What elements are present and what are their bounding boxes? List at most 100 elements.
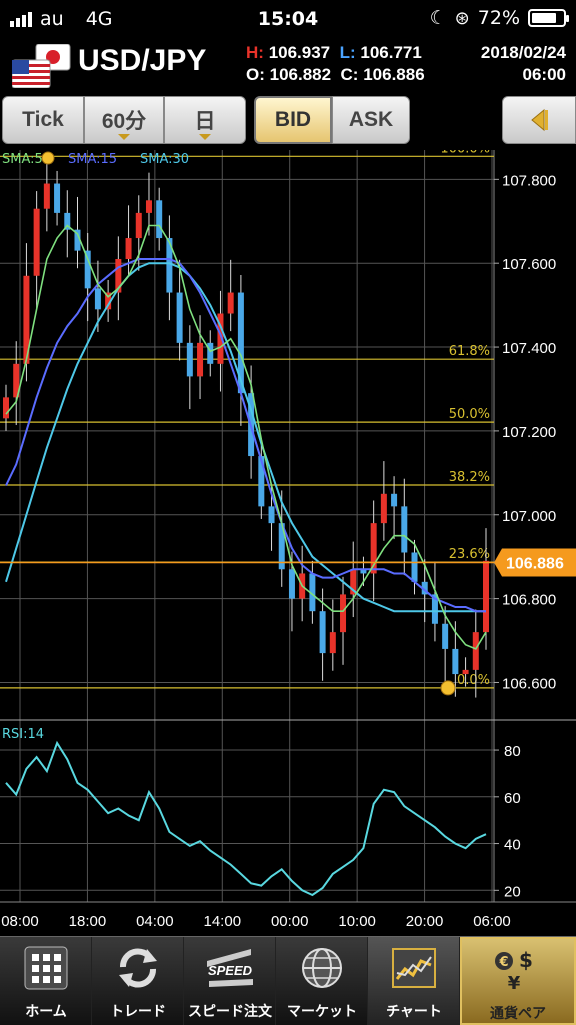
candle-body — [340, 594, 347, 633]
svg-text:$: $ — [519, 948, 533, 972]
interval-label: 60分 — [101, 110, 147, 133]
high-key: H: — [246, 43, 264, 62]
currency-pair-title: USD/JPY — [78, 44, 207, 77]
nav-currency-pair[interactable]: € $ ¥ 通貨ペア — [460, 937, 576, 1025]
close-key: C: — [340, 65, 359, 84]
candle-body — [237, 292, 244, 394]
panel-toggle-button[interactable] — [502, 96, 576, 144]
collapse-arrow-icon — [531, 108, 548, 132]
candle-body — [421, 581, 428, 595]
candle-body — [483, 560, 489, 633]
quote-clock: 06:00 — [522, 65, 566, 84]
svg-text:¥: ¥ — [508, 973, 521, 993]
chart-icon — [392, 948, 436, 988]
x-tick-label: 10:00 — [338, 913, 376, 930]
candle-body — [472, 632, 479, 670]
tick-button[interactable]: Tick — [2, 96, 84, 144]
x-tick-label: 04:00 — [136, 913, 174, 930]
candle-body — [64, 212, 71, 230]
chart-grid — [0, 150, 576, 903]
candle-body — [217, 313, 224, 364]
candle-body — [33, 208, 40, 276]
candle-body — [23, 275, 30, 364]
nav-market-label: マーケット — [287, 1004, 357, 1020]
candle-body — [391, 493, 398, 507]
candle-body — [74, 229, 81, 251]
rsi-tick-label: 60 — [504, 790, 521, 807]
y-tick-label: 106.600 — [502, 675, 556, 692]
x-tick-label: 20:00 — [406, 913, 444, 930]
price-chart[interactable]: 100.0%61.8%50.0%38.2%23.6%0.0% 107.80010… — [0, 150, 576, 936]
fib-label: 100.0% — [440, 150, 490, 156]
carrier-label: au — [40, 8, 64, 30]
speed-order-icon: SPEED — [207, 949, 253, 987]
legend-sma30: SMA:30 — [140, 152, 189, 167]
bottom-navigation: ホーム トレード SPEED スピード注文 マーケット — [0, 936, 576, 1025]
y-tick-label: 106.800 — [502, 592, 556, 609]
nav-chart-label: チャート — [386, 1004, 442, 1020]
x-tick-label: 08:00 — [1, 913, 39, 930]
candle-body — [329, 632, 336, 654]
price-axis: 107.800 107.600 107.400 107.200 107.000 106.8… — [494, 172, 556, 692]
nav-chart[interactable]: チャート — [368, 937, 460, 1025]
x-tick-label: 00:00 — [271, 913, 309, 930]
candle-body — [135, 212, 142, 239]
quote-header: USD/JPY H: 106.937 L: 106.771 O: 106.882… — [0, 38, 576, 92]
candle-body — [350, 569, 357, 595]
nav-market[interactable]: マーケット — [276, 937, 368, 1025]
time-axis: 08:00 18:00 04:00 14:00 00:00 10:00 20:00 06:00 — [1, 913, 511, 930]
home-grid-icon — [24, 946, 68, 990]
candle-body — [309, 573, 316, 612]
legend-sma5: SMA:5 — [2, 152, 43, 167]
day-selector[interactable]: 日 — [164, 96, 246, 144]
candle-body — [452, 648, 459, 675]
candle-body — [105, 292, 112, 310]
nav-currency-label: 通貨ペア — [490, 1006, 546, 1022]
nav-speed-order[interactable]: SPEED スピード注文 — [184, 937, 276, 1025]
candle-body — [411, 552, 418, 582]
nav-trade[interactable]: トレード — [92, 937, 184, 1025]
candle-body — [227, 292, 234, 314]
candle-body — [258, 456, 265, 507]
candle-body — [197, 342, 204, 377]
candle-body — [156, 200, 163, 239]
trade-arrows-icon — [119, 948, 157, 988]
status-time: 15:04 — [257, 8, 319, 30]
candle-body — [115, 259, 122, 293]
candle-body — [442, 623, 449, 649]
fib-label: 23.6% — [449, 547, 490, 562]
candle-body — [401, 506, 408, 553]
ohlc-values: H: 106.937 L: 106.771 O: 106.882 C: 106.… — [246, 42, 425, 86]
nav-home[interactable]: ホーム — [0, 937, 92, 1025]
fib-label: 50.0% — [449, 407, 490, 422]
close-value: 106.886 — [363, 65, 425, 84]
bid-toggle[interactable]: BID — [254, 96, 332, 144]
open-value: 106.882 — [269, 65, 332, 84]
current-price-tag: 106.886 — [0, 548, 576, 577]
svg-text:€: € — [498, 955, 508, 970]
candle-body — [43, 183, 50, 209]
candle-body — [84, 250, 91, 289]
moon-icon: ☾ — [429, 7, 447, 29]
fib-label: 0.0% — [457, 673, 490, 688]
rsi-label: RSI:14 — [2, 727, 44, 742]
chart-toolbar: Tick 60分 日 BID ASK — [0, 94, 576, 150]
candle-body — [125, 238, 132, 260]
fib-handle-bottom[interactable] — [440, 680, 456, 696]
rsi-tick-label: 40 — [504, 837, 521, 854]
sma5-line — [5, 224, 487, 650]
candle-body — [462, 669, 469, 675]
candle-body — [288, 569, 295, 599]
candle-body — [166, 238, 173, 293]
candle-body — [145, 200, 152, 213]
interval-selector[interactable]: 60分 — [84, 96, 164, 144]
battery-percent: 72% — [477, 7, 520, 29]
day-label: 日 — [194, 110, 216, 133]
ask-toggle[interactable]: ASK — [332, 96, 410, 144]
svg-text:SPEED: SPEED — [208, 963, 253, 978]
x-tick-label: 18:00 — [69, 913, 107, 930]
currency-pair-icon: € $ ¥ — [495, 948, 533, 993]
y-tick-label: 107.400 — [502, 340, 556, 357]
fib-handle-top[interactable] — [41, 151, 55, 165]
chevron-down-icon — [118, 134, 130, 140]
